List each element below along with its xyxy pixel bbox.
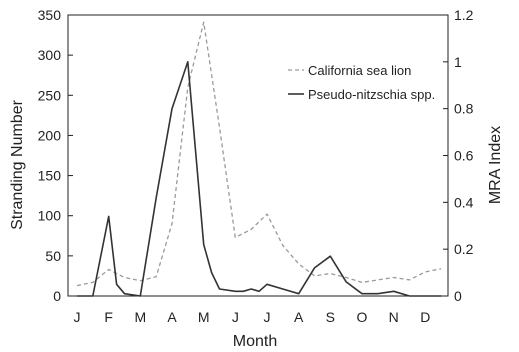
legend: California sea lion Pseudo-nitzschia spp. — [288, 63, 435, 102]
y-right-tick-label: 0.4 — [454, 194, 474, 210]
y-axis-left-title: Stranding Number — [9, 99, 26, 230]
y-right-tick-label: 1 — [454, 54, 462, 70]
x-axis-title: Month — [233, 333, 277, 350]
y-left-tick-label: 250 — [38, 87, 62, 103]
y-left-tick-label: 100 — [38, 208, 62, 224]
y-right-tick-label: 0.6 — [454, 148, 474, 164]
x-tick-label: J — [74, 309, 81, 325]
y-right-tick-label: 1.2 — [454, 7, 474, 23]
y-left-tick-label: 300 — [38, 47, 62, 63]
y-left-tick-label: 200 — [38, 127, 62, 143]
x-tick-label: J — [264, 309, 271, 325]
x-tick-label: J — [232, 309, 239, 325]
y-right-tick-label: 0 — [454, 288, 462, 304]
series-layer — [76, 21, 442, 297]
series-line-pseudo-nitzschia-spp — [77, 61, 442, 297]
y-left-tick-label: 50 — [45, 248, 61, 264]
y-left-tick-label: 350 — [38, 7, 62, 23]
x-tick-label: A — [294, 309, 304, 325]
y-left-tick-label: 0 — [53, 288, 61, 304]
x-tick-label: N — [389, 309, 399, 325]
legend-label: Pseudo-nitzschia spp. — [308, 87, 435, 102]
x-tick-label: S — [326, 309, 335, 325]
x-tick-label: F — [104, 309, 113, 325]
y-right-tick-label: 0.2 — [454, 241, 474, 257]
x-tick-label: O — [357, 309, 368, 325]
series-line-california-sea-lion — [76, 21, 442, 287]
x-tick-label: M — [198, 309, 210, 325]
x-tick-label: A — [167, 309, 177, 325]
legend-label: California sea lion — [308, 63, 411, 78]
y-left-tick-label: 150 — [38, 168, 62, 184]
y-right-tick-label: 0.8 — [454, 101, 474, 117]
y-axis-right-title: MRA Index — [487, 126, 504, 204]
axes: 0 50 100 150 200 250 300 350 0 0.2 0.4 0.6 0.8 1 1.2 J F… — [38, 7, 474, 325]
x-tick-label: M — [134, 309, 146, 325]
x-tick-label: D — [420, 309, 430, 325]
plot-frame — [67, 14, 449, 297]
